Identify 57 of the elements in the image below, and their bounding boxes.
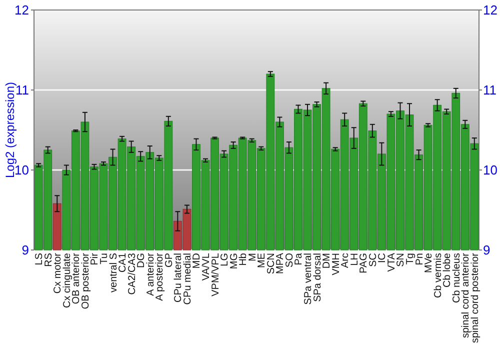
x-tick-label: MG <box>228 252 240 270</box>
x-tick-label: Cb nucleus <box>451 253 462 304</box>
x-tick-label: CPu lateral <box>173 253 184 302</box>
x-tick-label: VA/VL <box>201 252 212 281</box>
x-tick-label: A posterior <box>154 252 166 301</box>
x-tick-label: spinal cord anterior <box>460 252 472 338</box>
y-tick-label: 10 <box>14 162 29 178</box>
x-tick-label: DM <box>322 253 333 269</box>
x-tick-label: RS <box>43 252 54 267</box>
x-tick-label: IC <box>377 253 388 263</box>
x-tick-label: spinal cord posterior <box>470 252 481 344</box>
x-tick-label: Cb vermis <box>432 253 444 298</box>
y-tick-label: 12 <box>14 2 29 18</box>
x-tick-label: ventral S <box>108 252 120 292</box>
x-tick-label: SN <box>396 253 407 267</box>
y-tick-label: 11 <box>16 82 29 98</box>
y2-tick-label: 11 <box>483 82 496 98</box>
y-tick-label: 9 <box>22 242 29 258</box>
x-tick-label: Pir <box>90 252 101 266</box>
x-tick-label: GP <box>164 252 175 268</box>
x-tick-label: MVe <box>424 252 435 274</box>
x-tick-label: SO <box>284 252 296 268</box>
x-tick-label: MD <box>192 253 203 269</box>
x-tick-label: SCN <box>266 253 277 274</box>
x-tick-label: LS <box>34 252 46 266</box>
x-tick-label: Pa <box>294 252 305 266</box>
x-tick-label: A anterior <box>145 252 156 296</box>
y-axis-title: Log2 (expression) <box>3 82 18 178</box>
x-tick-label: VPM/VPL <box>210 252 222 296</box>
x-tick-label: SPa dorsal <box>312 253 324 302</box>
x-tick-label: LH <box>349 253 360 266</box>
x-tick-label: DG <box>136 252 148 268</box>
x-tick-label: CPu medial <box>182 253 194 305</box>
x-tick-label: LG <box>220 252 231 266</box>
x-tick-label: Cx motor <box>52 252 64 294</box>
x-tick-label: Tg <box>405 253 416 265</box>
x-tick-label: SPa ventral <box>303 253 314 305</box>
x-tick-label: Tu <box>99 253 110 264</box>
x-tick-label: Cb lobe <box>442 252 454 288</box>
x-tick-label: PAG <box>358 252 370 274</box>
x-tick-label: Pn <box>414 253 426 266</box>
x-tick-label: Arc <box>340 253 352 268</box>
y2-tick-label: 12 <box>483 2 498 18</box>
x-tick-label: OB posterior <box>80 252 92 310</box>
x-tick-label: MPA <box>275 252 286 274</box>
x-tick-label: Hb <box>238 252 250 266</box>
x-tick-label: VTA <box>386 252 398 272</box>
x-tick-label: Cx cingulate <box>62 252 73 308</box>
y2-tick-label: 9 <box>483 242 490 258</box>
x-tick-label: CA2/CA3 <box>126 252 138 295</box>
x-tick-label: ME <box>256 252 268 268</box>
x-tick-label: VMH <box>330 253 342 276</box>
x-tick-label: M <box>247 253 258 262</box>
y2-tick-label: 10 <box>483 162 498 178</box>
x-tick-label: CA1 <box>118 252 129 272</box>
x-tick-label: SC <box>368 253 379 267</box>
x-tick-label: OB anterior <box>71 252 82 304</box>
